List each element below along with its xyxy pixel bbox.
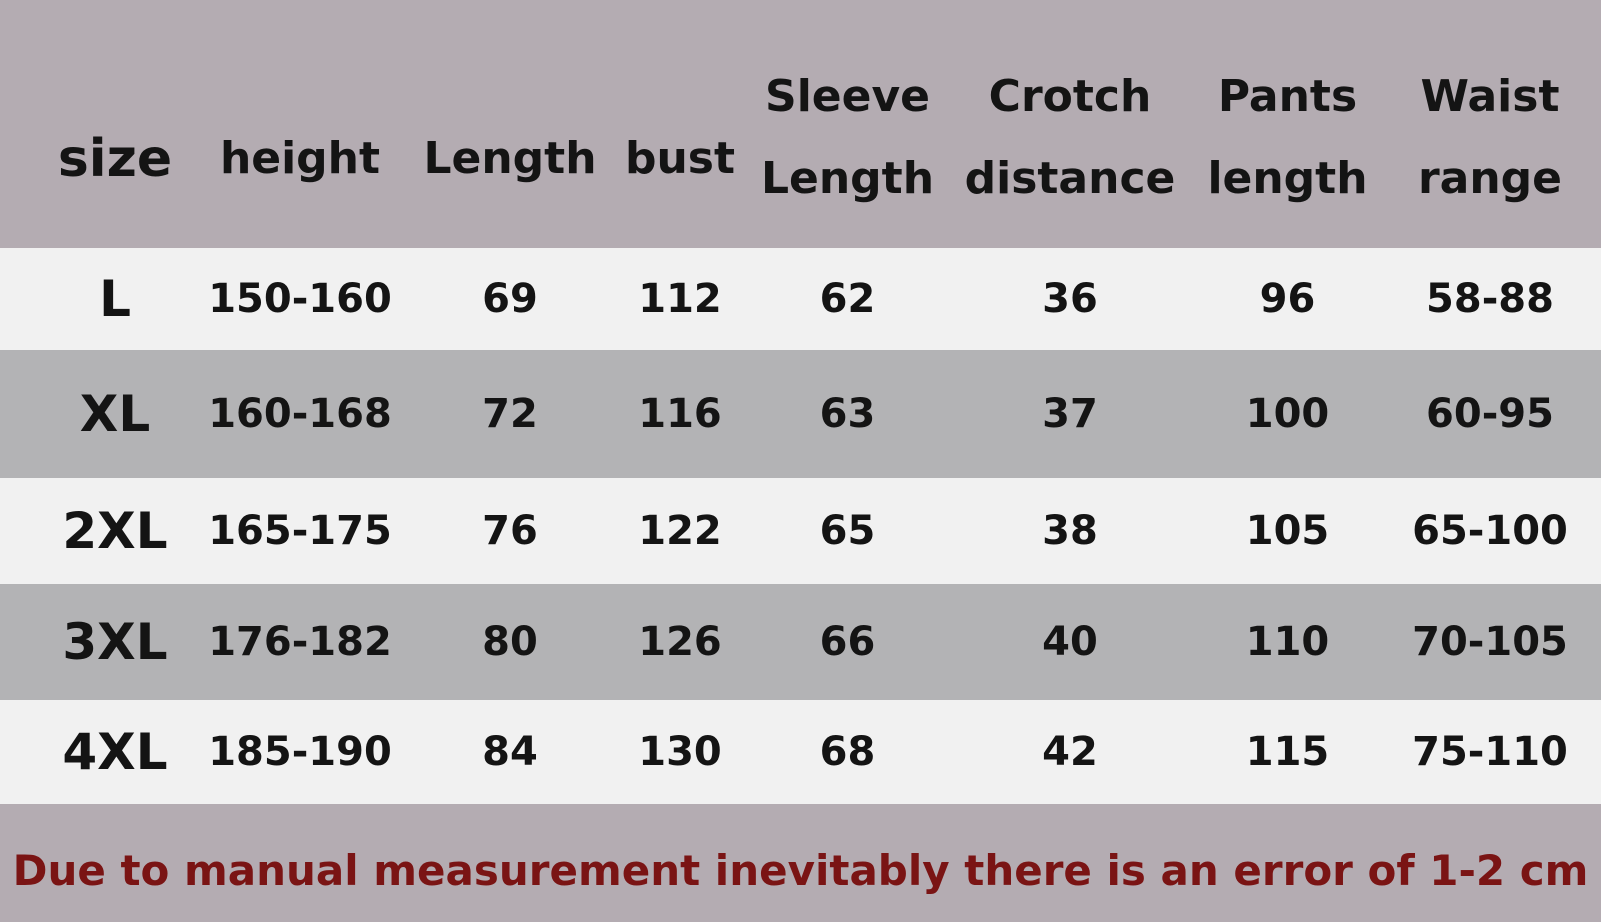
- sleeve-cell: 66: [819, 619, 876, 665]
- bust-cell: 116: [638, 391, 722, 437]
- header-bust: bust: [624, 133, 736, 184]
- sleeve-cell: 63: [819, 391, 876, 437]
- sleeve-cell: 65: [819, 508, 876, 554]
- header-sleeve-line2: Length: [760, 153, 935, 204]
- measurement-note: Due to manual measurement inevitably the…: [12, 845, 1589, 895]
- header-crotch-distance: Crotch distance: [955, 56, 1185, 220]
- header-size: size: [57, 129, 173, 189]
- waist-cell: 58-88: [1426, 276, 1554, 322]
- size-cell: XL: [79, 385, 151, 443]
- waist-cell: 75-110: [1412, 729, 1568, 775]
- size-cell: L: [99, 270, 131, 328]
- length-cell: 84: [482, 729, 538, 775]
- length-cell: 80: [482, 619, 538, 665]
- sleeve-cell: 68: [819, 729, 876, 775]
- header-length: Length: [423, 133, 597, 184]
- crotch-cell: 37: [1042, 391, 1098, 437]
- pants-cell: 110: [1245, 619, 1330, 665]
- header-waist-range: Waist range: [1390, 56, 1590, 220]
- header-waist-line1: Waist: [1420, 71, 1560, 122]
- size-cell: 3XL: [62, 613, 168, 671]
- table-row: L 150-160 69 112 62 36 96 58-88: [0, 248, 1601, 350]
- waist-cell: 60-95: [1426, 391, 1554, 437]
- size-cell: 4XL: [62, 723, 168, 781]
- pants-cell: 96: [1259, 276, 1316, 322]
- height-cell: 165-175: [208, 508, 392, 554]
- length-cell: 76: [482, 508, 538, 554]
- bust-cell: 122: [638, 508, 722, 554]
- pants-cell: 100: [1245, 391, 1330, 437]
- pants-cell: 115: [1245, 729, 1330, 775]
- height-cell: 176-182: [208, 619, 392, 665]
- crotch-cell: 36: [1042, 276, 1098, 322]
- waist-cell: 65-100: [1412, 508, 1568, 554]
- header-waist-line2: range: [1417, 153, 1563, 204]
- pants-cell: 105: [1245, 508, 1330, 554]
- table-row: 3XL 176-182 80 126 66 40 110 70-105: [0, 584, 1601, 700]
- header-crotch-line2: distance: [964, 153, 1176, 204]
- crotch-cell: 38: [1042, 508, 1098, 554]
- size-cell: 2XL: [62, 502, 168, 560]
- crotch-cell: 42: [1042, 729, 1098, 775]
- length-cell: 72: [482, 391, 538, 437]
- header-pants-line2: length: [1207, 153, 1368, 204]
- waist-cell: 70-105: [1412, 619, 1568, 665]
- height-cell: 150-160: [208, 276, 392, 322]
- bust-cell: 130: [638, 729, 722, 775]
- table-row: 4XL 185-190 84 130 68 42 115 75-110: [0, 700, 1601, 804]
- header-sleeve-line1: Sleeve: [765, 71, 930, 122]
- table-header: size height Length bust Sleeve Length Cr…: [0, 0, 1601, 248]
- header-pants-line1: Pants: [1217, 71, 1358, 122]
- height-cell: 160-168: [208, 391, 392, 437]
- header-sleeve-length: Sleeve Length: [750, 56, 945, 220]
- sleeve-cell: 62: [819, 276, 876, 322]
- table-row: XL 160-168 72 116 63 37 100 60-95: [0, 350, 1601, 478]
- bust-cell: 112: [638, 276, 722, 322]
- height-cell: 185-190: [208, 729, 392, 775]
- header-crotch-line1: Crotch: [988, 71, 1152, 122]
- header-height: height: [219, 133, 381, 184]
- bust-cell: 126: [638, 619, 722, 665]
- crotch-cell: 40: [1042, 619, 1098, 665]
- table-row: 2XL 165-175 76 122 65 38 105 65-100: [0, 478, 1601, 584]
- header-pants-length: Pants length: [1185, 56, 1390, 220]
- length-cell: 69: [482, 276, 538, 322]
